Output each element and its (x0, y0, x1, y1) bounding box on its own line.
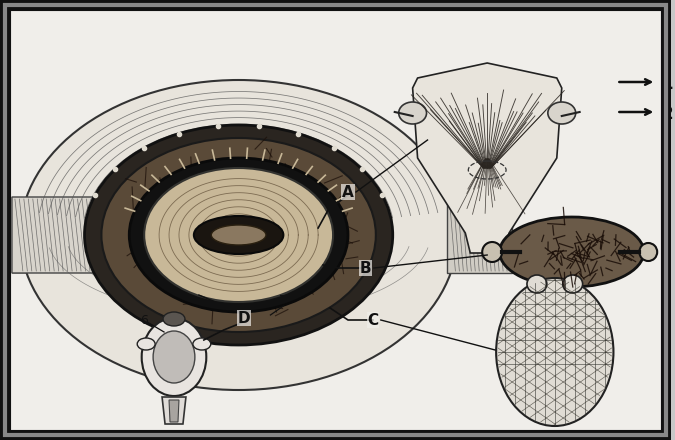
Ellipse shape (399, 102, 427, 124)
Ellipse shape (482, 242, 502, 262)
Text: C: C (367, 312, 379, 327)
Text: 6: 6 (140, 313, 148, 326)
Ellipse shape (20, 80, 458, 390)
Ellipse shape (129, 158, 348, 312)
Polygon shape (162, 397, 186, 424)
Ellipse shape (137, 338, 155, 350)
Text: D: D (238, 311, 250, 326)
Ellipse shape (144, 168, 333, 302)
Ellipse shape (101, 138, 376, 332)
Ellipse shape (153, 331, 195, 383)
Text: 1: 1 (662, 75, 673, 93)
Text: 7: 7 (279, 293, 288, 307)
Ellipse shape (563, 275, 583, 293)
Text: 2: 2 (662, 105, 673, 123)
Ellipse shape (639, 243, 657, 261)
Ellipse shape (496, 278, 614, 426)
Ellipse shape (500, 217, 644, 287)
Ellipse shape (194, 216, 284, 254)
Text: A: A (342, 184, 354, 199)
Ellipse shape (527, 275, 547, 293)
Ellipse shape (193, 338, 211, 350)
Polygon shape (12, 197, 109, 273)
Polygon shape (169, 400, 179, 422)
FancyBboxPatch shape (8, 8, 663, 432)
Ellipse shape (84, 125, 393, 345)
Polygon shape (412, 63, 562, 253)
Polygon shape (448, 197, 512, 273)
Ellipse shape (211, 225, 266, 245)
Ellipse shape (548, 102, 576, 124)
Ellipse shape (163, 312, 185, 326)
Ellipse shape (142, 318, 207, 396)
Text: B: B (360, 260, 372, 275)
